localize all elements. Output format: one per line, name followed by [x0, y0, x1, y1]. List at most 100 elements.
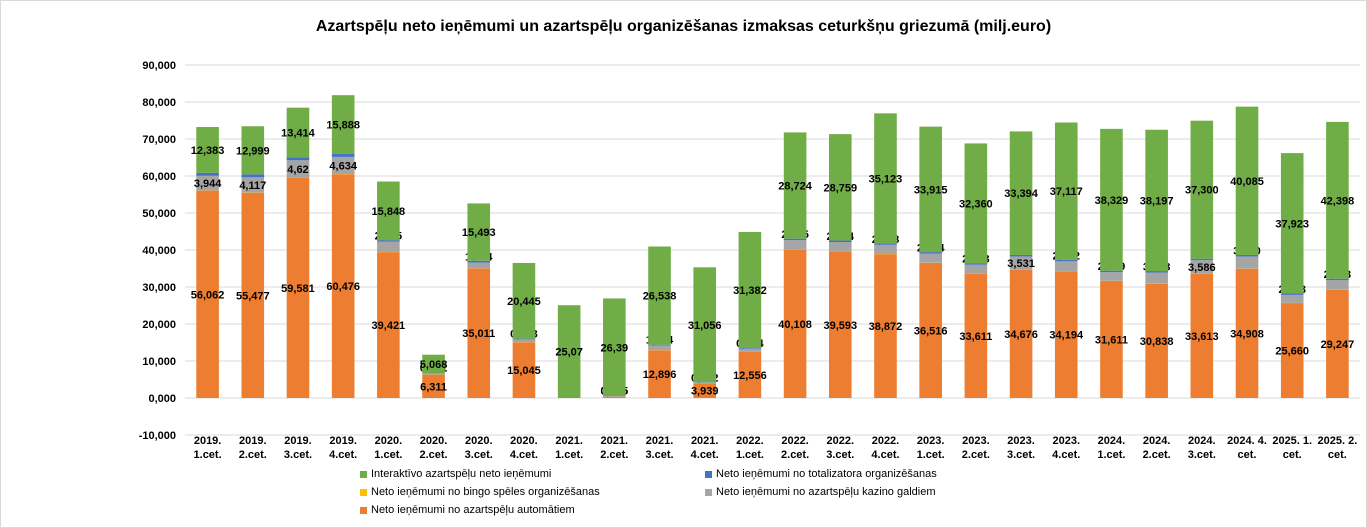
x-tick-label: 2.cet.	[781, 449, 809, 461]
x-tick-label: 3.cet.	[826, 449, 854, 461]
x-tick-label: 2024. 4.	[1227, 435, 1267, 447]
bar-segment	[1280, 294, 1304, 303]
x-tick-label: 3.cet.	[1007, 449, 1035, 461]
data-label: 3,939	[691, 386, 719, 398]
bar-segment	[1235, 268, 1259, 398]
data-label: 15,888	[326, 120, 360, 132]
bar-segment	[783, 132, 807, 239]
data-label: 38,329	[1095, 195, 1129, 207]
bar-segment	[1054, 271, 1078, 398]
data-label: 15,848	[372, 206, 406, 218]
bar-segment	[693, 267, 717, 383]
data-label: 4,634	[329, 160, 357, 172]
bar-segment	[512, 339, 536, 343]
bar-segment	[512, 338, 536, 340]
bar-segment	[964, 143, 988, 264]
bar-segment	[919, 126, 942, 253]
x-tick-label: 3.cet.	[645, 449, 673, 461]
bar-segment	[241, 192, 265, 398]
bar-segment	[1326, 278, 1349, 281]
legend-label: Interaktīvo azartspēļu neto ieņēmumi	[371, 468, 552, 480]
data-label: 6,311	[420, 381, 447, 393]
bar-segment	[783, 240, 807, 250]
bar-segment	[286, 157, 310, 161]
data-label: 4,62	[287, 164, 308, 176]
legend-item: Neto ieņēmumi no azartspēļu automātiem	[360, 504, 575, 516]
bar-segment	[693, 383, 717, 398]
bar-segment	[286, 107, 310, 158]
data-label: 29,247	[1321, 339, 1355, 351]
x-tick-label: 2022.	[872, 435, 900, 447]
x-tick-label: 2.cet.	[419, 449, 447, 461]
bar-segment	[1100, 128, 1123, 271]
bar-segment	[331, 156, 355, 175]
x-tick-label: cet.	[1328, 449, 1347, 461]
bar-segment	[738, 231, 762, 349]
x-tick-label: 1.cet.	[736, 449, 764, 461]
x-tick-label: 4.cet.	[329, 449, 357, 461]
bar-segment	[1009, 254, 1033, 257]
x-tick-label: 2020.	[420, 435, 448, 447]
bar-segment	[1280, 293, 1304, 295]
bar-segment	[196, 127, 219, 173]
bar-segment	[1145, 283, 1168, 398]
data-label: 31,382	[733, 285, 767, 297]
bar-segment	[377, 181, 400, 241]
legend-label: Neto ieņēmumi no azartspēļu kazino galdi…	[716, 486, 936, 498]
x-tick-label: 2020.	[375, 435, 403, 447]
bar-segment	[1235, 254, 1259, 257]
bar-segment	[919, 253, 942, 263]
bar-segment	[1100, 281, 1123, 398]
bar-segment	[557, 305, 581, 398]
x-tick-label: 3.cet.	[465, 449, 493, 461]
x-tick-label: 2019.	[194, 435, 222, 447]
data-label: 38,872	[869, 321, 903, 333]
x-tick-label: 2025. 1.	[1272, 435, 1312, 447]
bar-segment	[422, 374, 445, 398]
legend-item: Neto ieņēmumi no totalizatora organizēša…	[705, 468, 937, 480]
x-tick-label: cet.	[1283, 449, 1302, 461]
bar-segment	[919, 252, 942, 254]
y-tick-label: 90,000	[142, 60, 176, 72]
x-tick-label: 2023.	[1007, 435, 1035, 447]
bar-segment	[1190, 260, 1214, 274]
bar-segment	[512, 262, 536, 339]
data-label: 35,123	[869, 173, 903, 185]
bar-segment	[331, 174, 355, 398]
bar-segment	[1009, 269, 1033, 398]
data-label: 31,056	[688, 320, 722, 332]
bar-segment	[377, 240, 400, 242]
legend-swatch	[360, 488, 367, 496]
data-label: 25,07	[555, 347, 583, 359]
data-label: 12,999	[236, 145, 270, 157]
x-tick-label: 2024.	[1098, 435, 1126, 447]
bar-segment	[1054, 261, 1078, 272]
bar-segment	[331, 95, 355, 154]
data-label: 20,445	[507, 296, 541, 308]
data-label: 56,062	[191, 289, 225, 301]
x-tick-label: 2023.	[1052, 435, 1080, 447]
bar-segment	[1190, 273, 1214, 398]
data-label: 33,394	[1004, 188, 1039, 200]
x-tick-label: 1.cet.	[194, 449, 222, 461]
bar-segment	[1326, 289, 1349, 398]
data-label: 4,117	[239, 180, 266, 192]
x-tick-label: 2022.	[827, 435, 855, 447]
bar-segment	[1326, 280, 1349, 290]
data-label: 28,759	[823, 182, 857, 194]
bar-segment	[377, 252, 400, 398]
bar-segment	[738, 348, 762, 349]
bar-segment	[648, 345, 671, 351]
bar-segment	[1145, 272, 1168, 284]
y-tick-label: 50,000	[142, 208, 176, 220]
bar-segment	[286, 177, 310, 398]
bar-segment	[1145, 129, 1168, 272]
legend-item: Neto ieņēmumi no azartspēļu kazino galdi…	[705, 486, 936, 498]
bar-segment	[919, 262, 942, 398]
bar-segment	[648, 344, 671, 346]
data-label: 42,398	[1321, 195, 1355, 207]
data-label: 15,045	[507, 365, 541, 377]
y-tick-label: 20,000	[142, 319, 176, 331]
legend-swatch	[705, 470, 712, 478]
x-tick-label: 4.cet.	[510, 449, 538, 461]
